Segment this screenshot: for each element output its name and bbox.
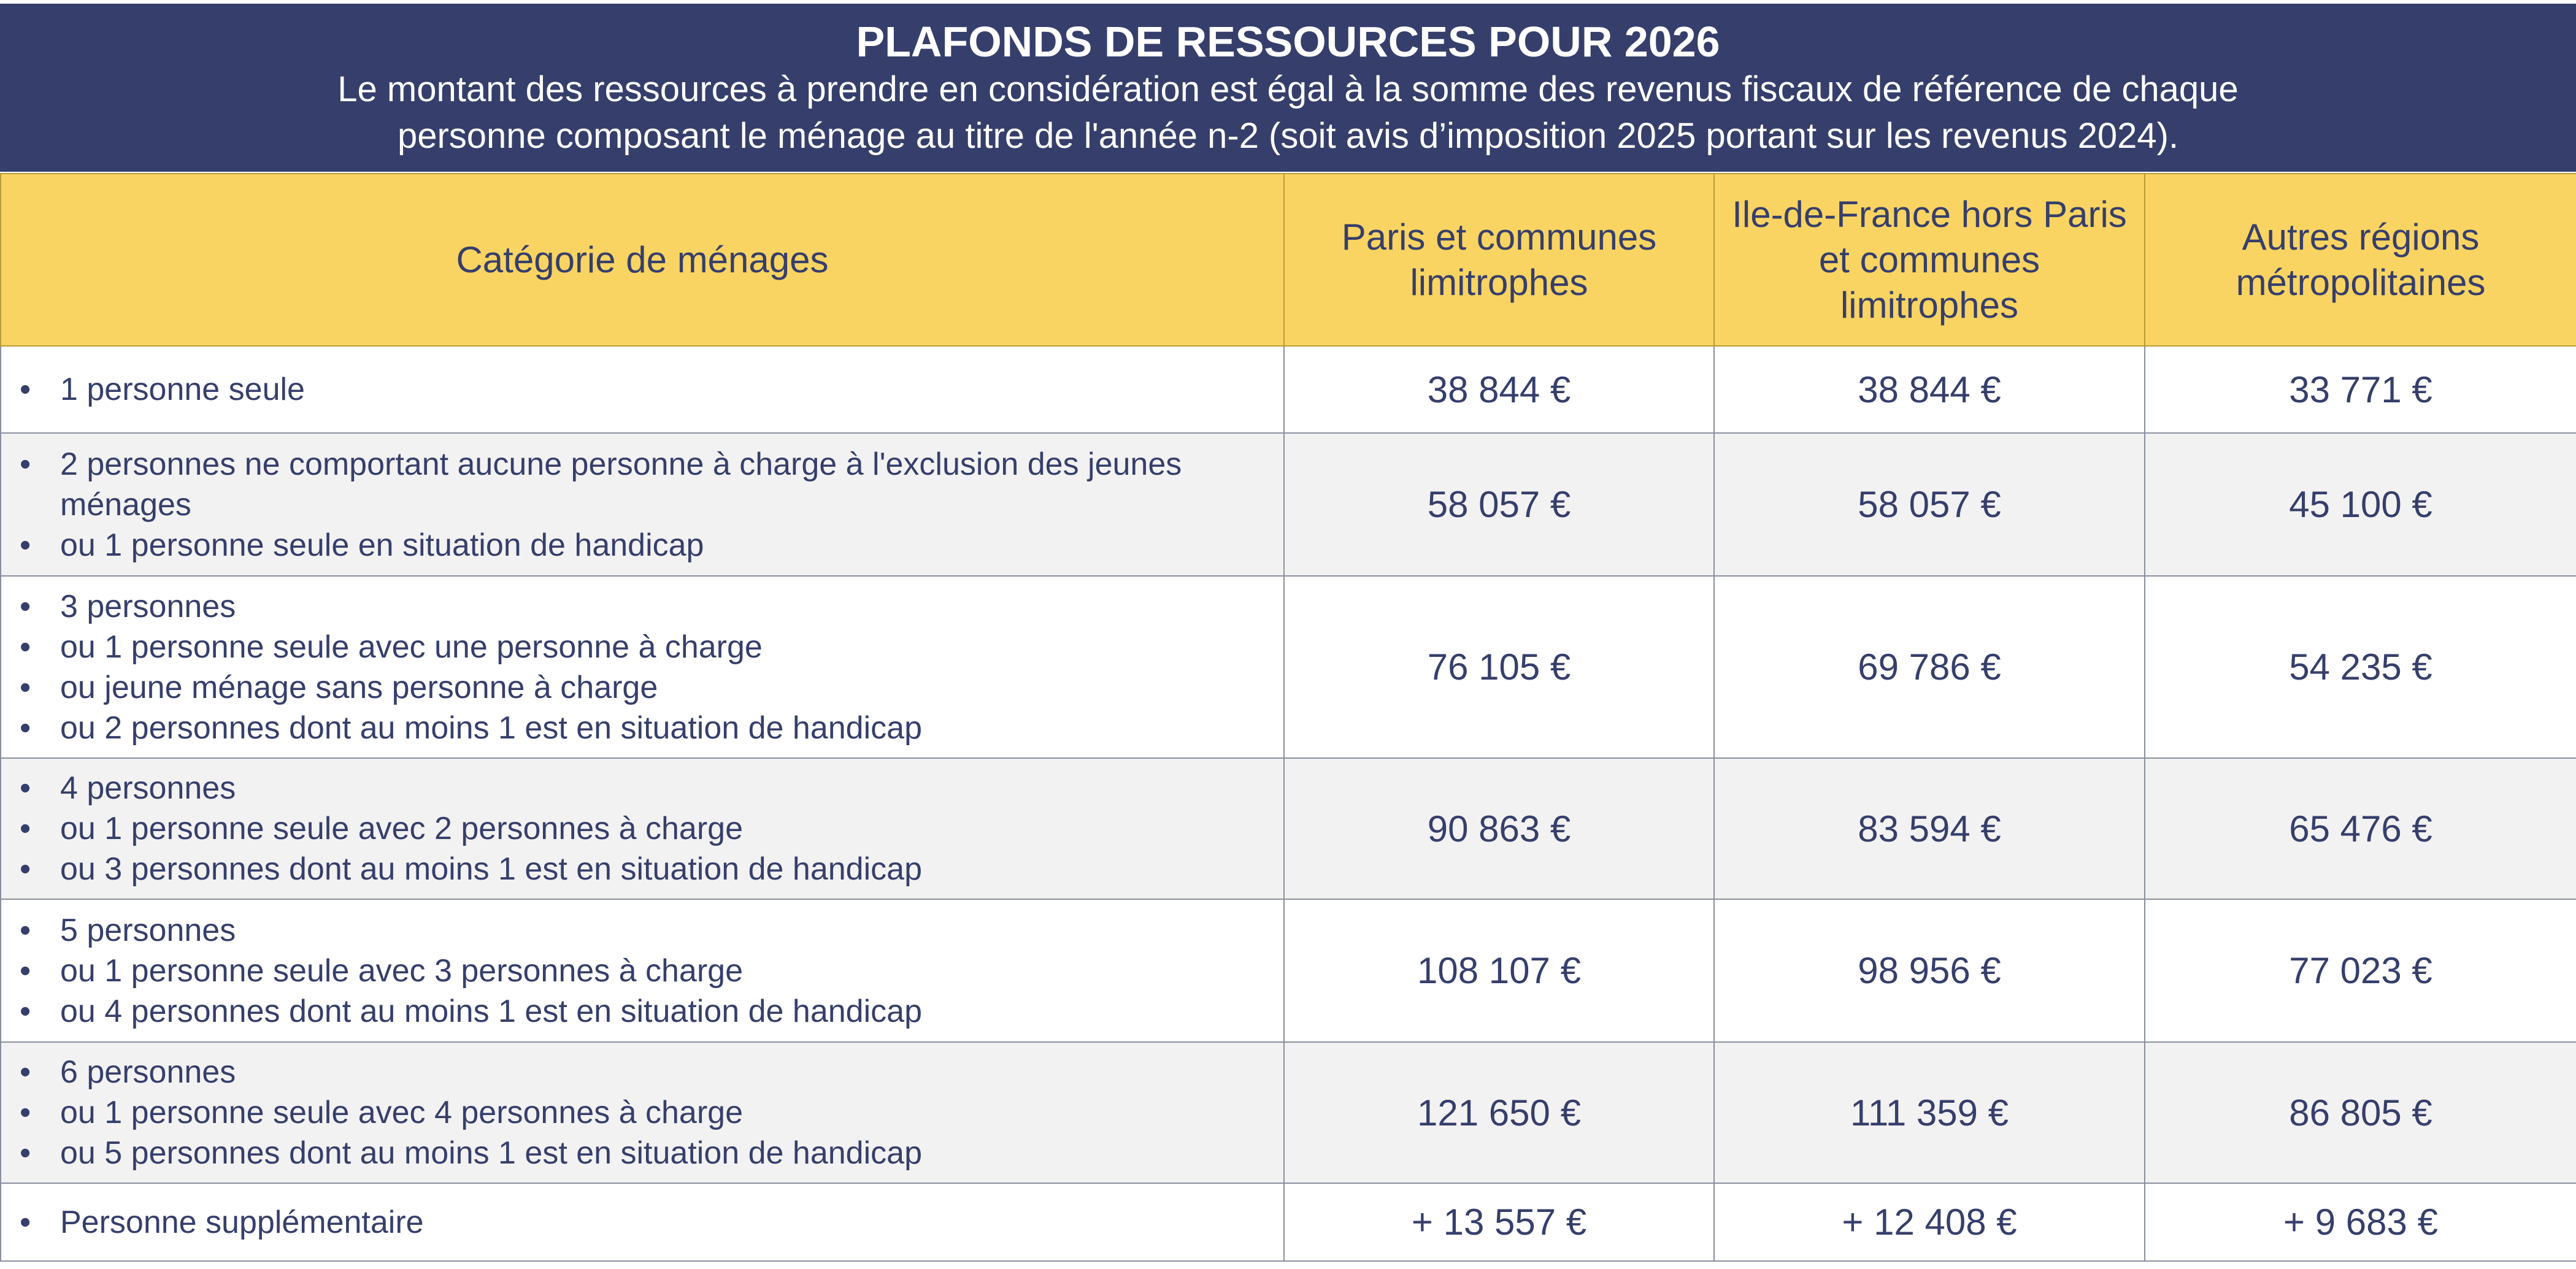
ceiling-value: 121 650 € xyxy=(1283,1041,1715,1184)
list-item: • ou 1 personne seule en situation de han… xyxy=(20,525,1283,565)
bullet-icon: • xyxy=(20,527,31,563)
category-text: ou 1 personne seule avec une personne à … xyxy=(60,629,763,665)
ceiling-value: + 9 683 € xyxy=(2144,1183,2576,1262)
list-item: • ou 1 personne seule avec 3 personnes à … xyxy=(20,951,1283,991)
category-text: ou 3 personnes dont au moins 1 est en si… xyxy=(60,851,922,887)
table-row: • 1 personne seule 38 844 €38 844 €33 771 … xyxy=(0,345,2576,434)
bullet-icon: • xyxy=(20,1095,31,1130)
bullet-icon: • xyxy=(20,912,31,948)
category-text: 3 personnes xyxy=(60,588,236,624)
header-other-regions: Autres régions métropolitaines xyxy=(2144,173,2576,347)
header-category: Catégorie de ménages xyxy=(0,173,1285,347)
ceiling-value: 38 844 € xyxy=(1713,345,2145,434)
ceiling-value: 76 105 € xyxy=(1283,575,1715,759)
ceiling-value: 69 786 € xyxy=(1713,575,2145,759)
bullet-icon: • xyxy=(20,588,31,624)
category-cell: • 1 personne seule xyxy=(0,345,1285,434)
ceiling-value: 45 100 € xyxy=(2144,432,2576,577)
bullet-icon: • xyxy=(20,446,31,482)
category-text: ou 1 personne seule avec 2 personnes à c… xyxy=(60,811,743,846)
ceiling-value: + 12 408 € xyxy=(1713,1183,2145,1262)
header-idf: Ile-de-France hors Paris et communes lim… xyxy=(1713,173,2145,347)
bullet-icon: • xyxy=(20,811,31,846)
category-text: ou 2 personnes dont au moins 1 est en si… xyxy=(60,710,922,746)
resource-ceilings-table: Catégorie de ménages Paris et communes l… xyxy=(0,173,2576,1262)
table-row: • 2 personnes ne comportant aucune person… xyxy=(0,432,2576,577)
category-text: ou 1 personne seule en situation de hand… xyxy=(60,527,704,563)
table-banner: PLAFONDS DE RESSOURCES POUR 2026 Le mont… xyxy=(0,4,2576,172)
subtitle-line-1: Le montant des ressources à prendre en c… xyxy=(337,69,2239,109)
ceiling-value: 58 057 € xyxy=(1283,432,1715,577)
bullet-icon: • xyxy=(20,993,31,1029)
bullet-icon: • xyxy=(20,1054,31,1090)
category-cell: • 5 personnes • ou 1 personne seule avec 3 … xyxy=(0,899,1285,1043)
category-text: ou 5 personnes dont au moins 1 est en si… xyxy=(60,1135,922,1171)
list-item: • ou 1 personne seule avec une personne à… xyxy=(20,627,1283,667)
category-cell: • 6 personnes • ou 1 personne seule avec 4 … xyxy=(0,1041,1285,1184)
table-row: • 5 personnes • ou 1 personne seule avec 3 … xyxy=(0,899,2576,1043)
ceiling-value: 33 771 € xyxy=(2144,345,2576,434)
ceiling-value: 90 863 € xyxy=(1283,757,1715,900)
ceiling-value: 86 805 € xyxy=(2144,1041,2576,1184)
header-row: Catégorie de ménages Paris et communes l… xyxy=(0,173,2576,347)
list-item: • ou 1 personne seule avec 2 personnes à … xyxy=(20,808,1283,849)
ceiling-value: 108 107 € xyxy=(1283,899,1715,1043)
ceiling-value: 111 359 € xyxy=(1713,1041,2145,1184)
table-row: • 4 personnes • ou 1 personne seule avec 2 … xyxy=(0,757,2576,900)
ceiling-value: 77 023 € xyxy=(2144,899,2576,1043)
bullet-icon: • xyxy=(20,851,31,887)
list-item: • 6 personnes xyxy=(20,1052,1283,1092)
category-text: 5 personnes xyxy=(60,912,236,948)
category-text: 6 personnes xyxy=(60,1054,236,1090)
ceiling-value: 54 235 € xyxy=(2144,575,2576,759)
list-item: • ou 3 personnes dont au moins 1 est en s… xyxy=(20,849,1283,889)
list-item: • ou 2 personnes dont au moins 1 est en s… xyxy=(20,708,1283,748)
ceiling-value: 38 844 € xyxy=(1283,345,1715,434)
bullet-icon: • xyxy=(20,770,31,806)
page-title: PLAFONDS DE RESSOURCES POUR 2026 xyxy=(856,18,1720,66)
category-cell: • 4 personnes • ou 1 personne seule avec 2 … xyxy=(0,757,1285,900)
list-item: • 2 personnes ne comportant aucune person… xyxy=(20,444,1283,525)
category-cell: • 3 personnes • ou 1 personne seule avec un… xyxy=(0,575,1285,759)
list-item: • 3 personnes xyxy=(20,586,1283,627)
category-cell: • 2 personnes ne comportant aucune person… xyxy=(0,432,1285,577)
bullet-icon: • xyxy=(20,669,31,705)
ceiling-value: 83 594 € xyxy=(1713,757,2145,900)
list-item: • ou jeune ménage sans personne à charge xyxy=(20,667,1283,708)
category-text: ou 1 personne seule avec 4 personnes à c… xyxy=(60,1095,743,1130)
list-item: • 5 personnes xyxy=(20,910,1283,951)
bullet-icon: • xyxy=(20,710,31,746)
list-item: • ou 4 personnes dont au moins 1 est en s… xyxy=(20,991,1283,1032)
category-text: 1 personne seule xyxy=(60,372,305,407)
category-text: ou jeune ménage sans personne à charge xyxy=(60,669,658,705)
category-text: ou 1 personne seule avec 3 personnes à c… xyxy=(60,953,743,989)
list-item: • 4 personnes xyxy=(20,768,1283,808)
list-item: • ou 1 personne seule avec 4 personnes à … xyxy=(20,1092,1283,1133)
header-paris: Paris et communes limitrophes xyxy=(1283,173,1715,347)
table-row: • 3 personnes • ou 1 personne seule avec un… xyxy=(0,575,2576,759)
ceiling-value: + 13 557 € xyxy=(1283,1183,1715,1262)
ceiling-value: 65 476 € xyxy=(2144,757,2576,900)
category-text: ou 4 personnes dont au moins 1 est en si… xyxy=(60,993,922,1029)
category-text: 2 personnes ne comportant aucune personn… xyxy=(60,446,1182,523)
subtitle-line-2: personne composant le ménage au titre de… xyxy=(397,116,2179,156)
category-text: Personne supplémentaire xyxy=(60,1204,424,1240)
category-cell: • Personne supplémentaire xyxy=(0,1183,1285,1262)
list-item: • ou 5 personnes dont au moins 1 est en s… xyxy=(20,1133,1283,1173)
bullet-icon: • xyxy=(20,1135,31,1171)
ceiling-value: 58 057 € xyxy=(1713,432,2145,577)
bullet-icon: • xyxy=(20,372,31,407)
table-row: • 6 personnes • ou 1 personne seule avec 4 … xyxy=(0,1041,2576,1184)
ceiling-value: 98 956 € xyxy=(1713,899,2145,1043)
bullet-icon: • xyxy=(20,953,31,989)
bullet-icon: • xyxy=(20,629,31,665)
list-item: • 1 personne seule xyxy=(20,369,1283,410)
table-row: • Personne supplémentaire + 13 557 € + 12 4… xyxy=(0,1183,2576,1262)
list-item: • Personne supplémentaire xyxy=(20,1202,1283,1243)
bullet-icon: • xyxy=(20,1204,31,1240)
category-text: 4 personnes xyxy=(60,770,236,806)
